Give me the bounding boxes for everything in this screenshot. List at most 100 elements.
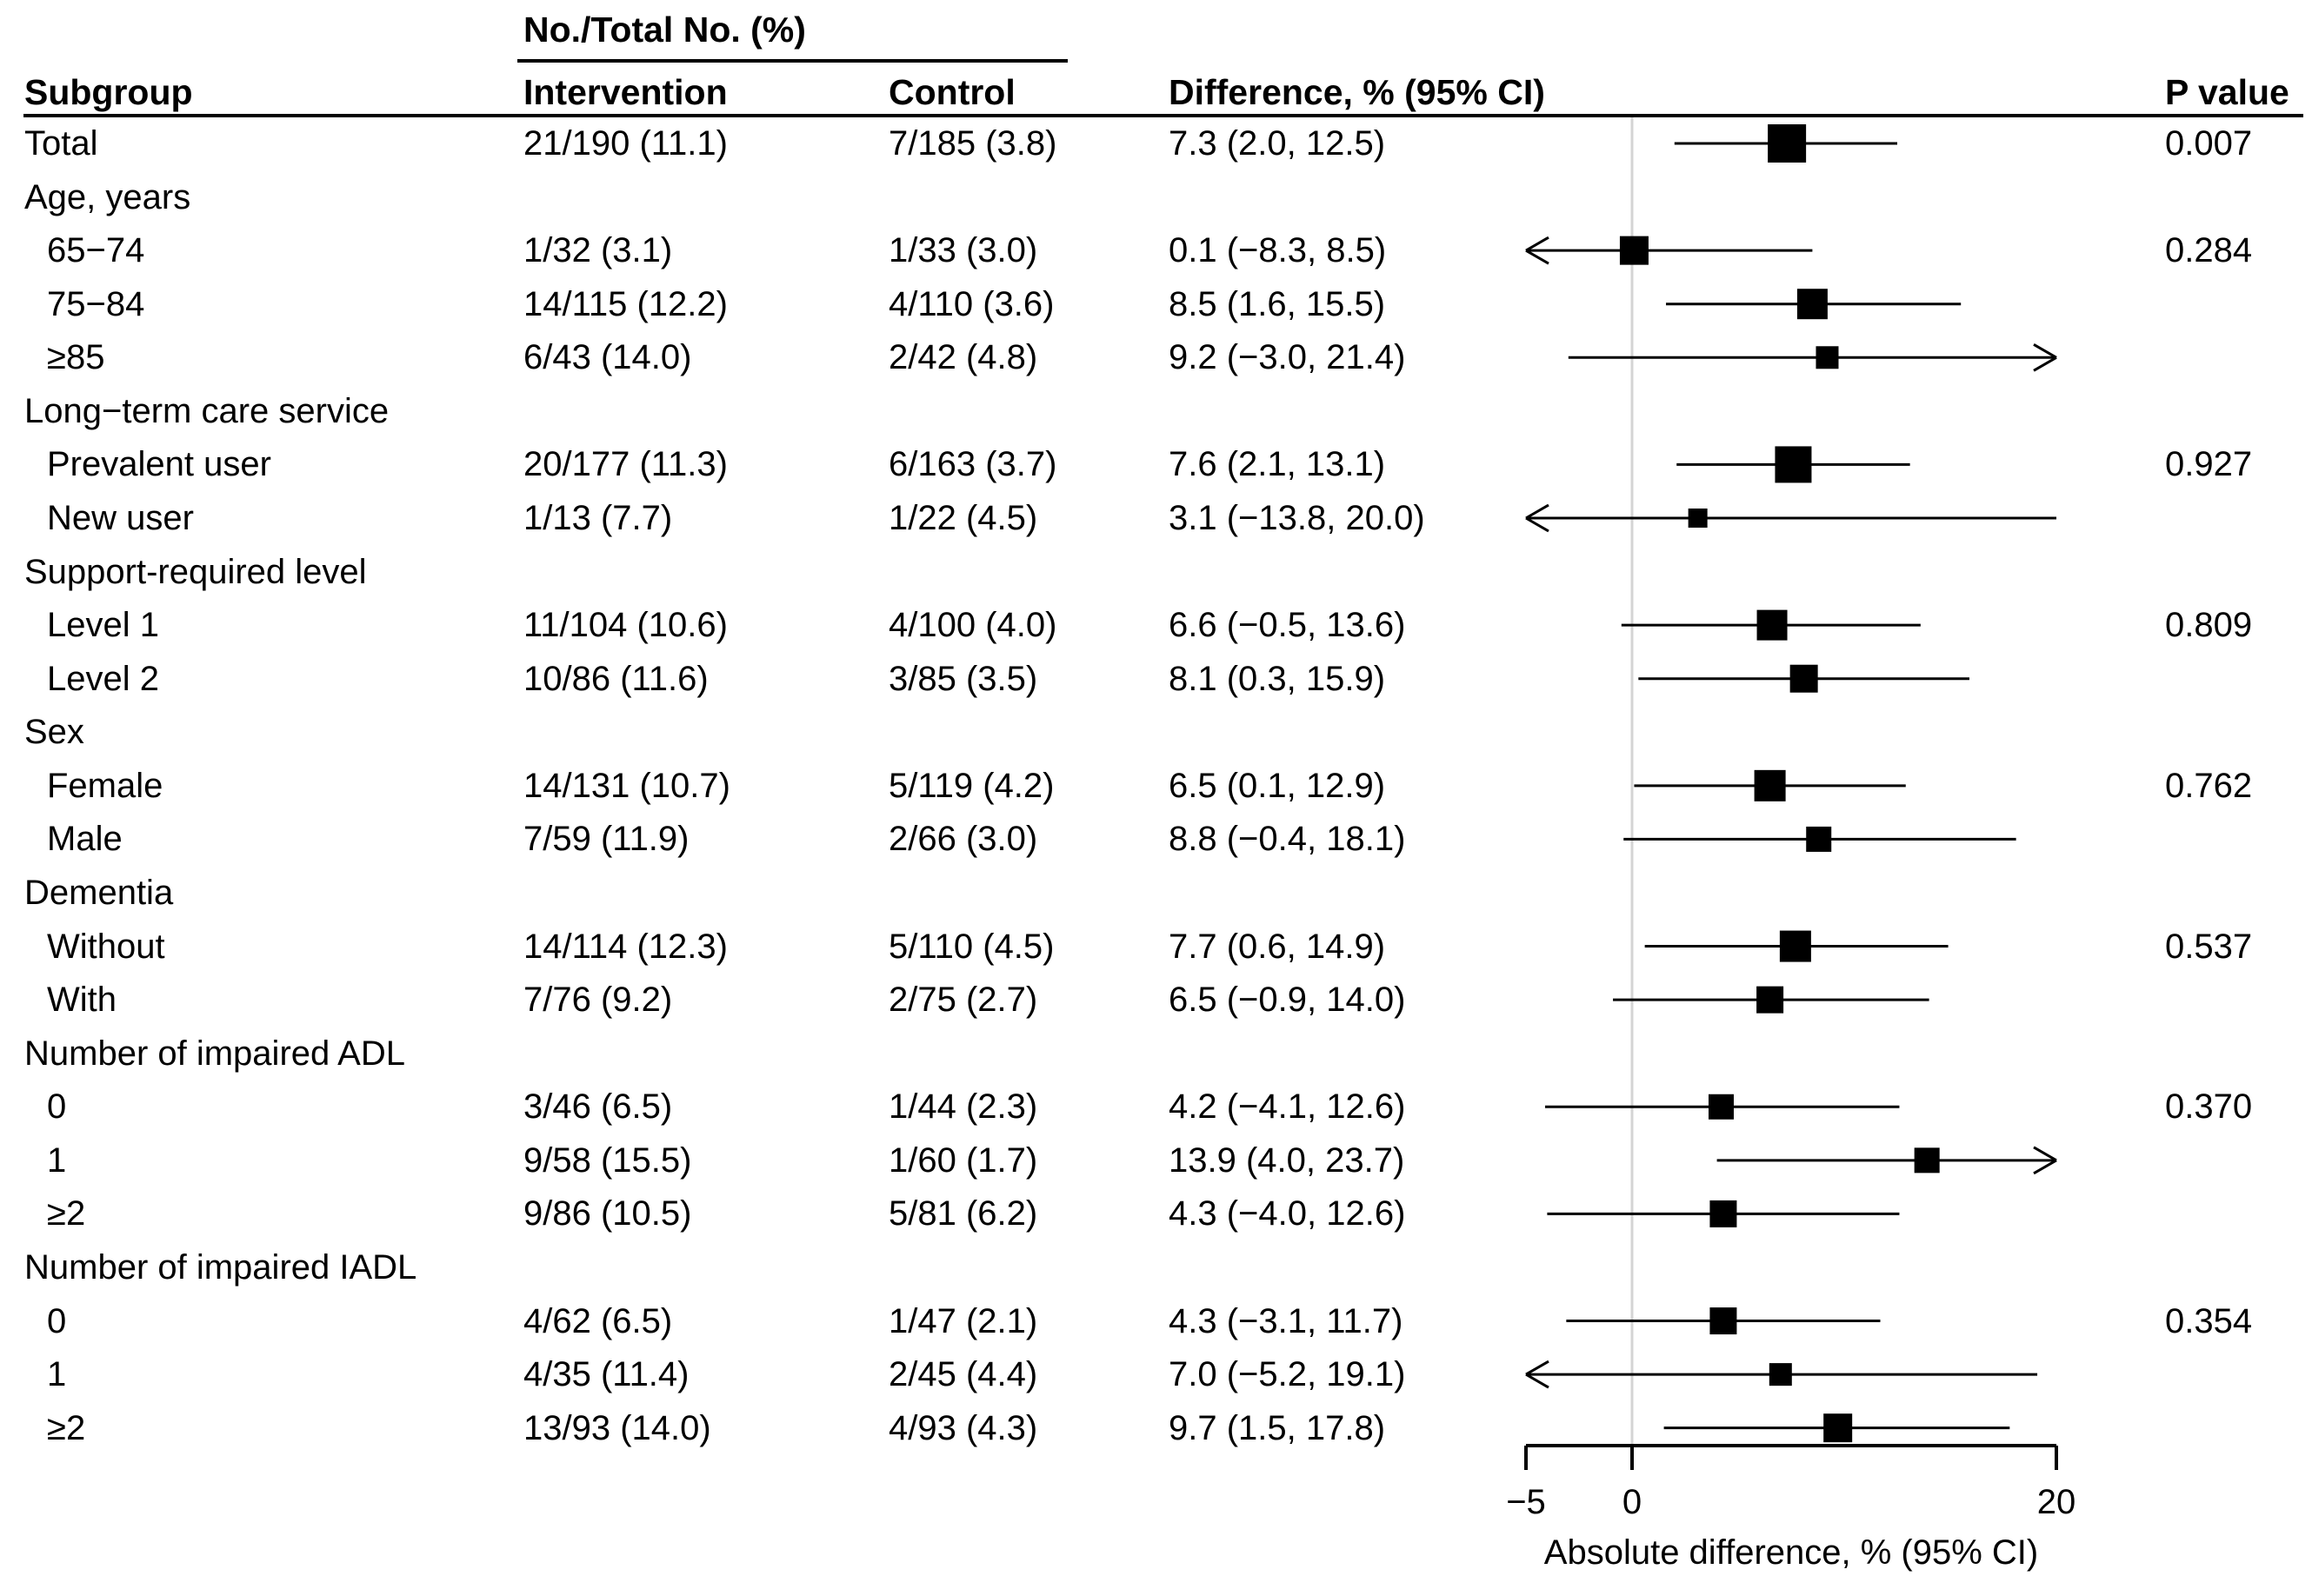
- control-value: 2/45 (4.4): [889, 1355, 1038, 1394]
- point-estimate-marker: [1754, 769, 1786, 801]
- point-estimate-marker: [1796, 289, 1828, 320]
- subgroup-label: ≥2: [47, 1194, 86, 1234]
- difference-value: 4.2 (−4.1, 12.6): [1169, 1087, 1406, 1127]
- difference-value: 4.3 (−3.1, 11.7): [1169, 1301, 1403, 1340]
- difference-value: 7.0 (−5.2, 19.1): [1169, 1355, 1406, 1394]
- control-value: 5/110 (4.5): [889, 927, 1055, 966]
- point-estimate-marker: [1768, 124, 1807, 163]
- difference-value: 13.9 (4.0, 23.7): [1169, 1140, 1405, 1180]
- difference-value: 7.7 (0.6, 14.9): [1169, 927, 1386, 966]
- control-value: 4/93 (4.3): [889, 1408, 1038, 1447]
- subgroup-label: Without: [47, 927, 165, 966]
- subgroup-label: ≥85: [47, 338, 105, 377]
- point-estimate-marker: [1806, 826, 1832, 852]
- intervention-value: 7/76 (9.2): [523, 981, 673, 1020]
- point-estimate-marker: [1769, 1363, 1792, 1387]
- subgroup-label: With: [47, 981, 117, 1020]
- point-estimate-marker: [1775, 446, 1812, 483]
- point-estimate-marker: [1756, 609, 1788, 641]
- control-value: 1/33 (3.0): [889, 231, 1038, 270]
- control-value: 5/119 (4.2): [889, 766, 1055, 805]
- intervention-value: 14/131 (10.7): [523, 766, 730, 805]
- x-axis-tick-label: −5: [1506, 1483, 1546, 1521]
- ci-clip-arrow-left: [1525, 236, 1549, 265]
- subgroup-label: Female: [47, 766, 163, 805]
- intervention-value: 1/32 (3.1): [523, 231, 673, 270]
- subgroup-category-label: Dementia: [24, 873, 174, 912]
- column-header-difference: Difference, % (95% CI): [1169, 72, 1545, 112]
- point-estimate-marker: [1914, 1147, 1940, 1174]
- difference-value: 6.5 (−0.9, 14.0): [1169, 981, 1406, 1020]
- column-group-header: No./Total No. (%): [523, 10, 806, 50]
- difference-value: 3.1 (−13.8, 20.0): [1169, 498, 1425, 537]
- control-value: 5/81 (6.2): [889, 1194, 1038, 1234]
- subgroup-label: Level 1: [47, 606, 159, 645]
- difference-value: 0.1 (−8.3, 8.5): [1169, 231, 1387, 270]
- intervention-value: 13/93 (14.0): [523, 1408, 711, 1447]
- subgroup-label: Prevalent user: [47, 445, 271, 484]
- point-estimate-marker: [1709, 1307, 1737, 1335]
- control-value: 2/66 (3.0): [889, 820, 1038, 859]
- difference-value: 7.3 (2.0, 12.5): [1169, 124, 1386, 163]
- subgroup-label: 1: [47, 1140, 67, 1180]
- difference-value: 8.1 (0.3, 15.9): [1169, 659, 1386, 698]
- difference-value: 4.3 (−4.0, 12.6): [1169, 1194, 1406, 1234]
- control-value: 1/44 (2.3): [889, 1087, 1038, 1127]
- intervention-value: 3/46 (6.5): [523, 1087, 673, 1127]
- control-value: 1/47 (2.1): [889, 1301, 1038, 1340]
- p-value: 0.354: [2165, 1301, 2253, 1340]
- intervention-value: 21/190 (11.1): [523, 124, 728, 163]
- control-value: 6/163 (3.7): [889, 445, 1057, 484]
- difference-value: 6.5 (0.1, 12.9): [1169, 766, 1386, 805]
- subgroup-label: 0: [47, 1087, 67, 1127]
- intervention-value: 1/13 (7.7): [523, 498, 673, 537]
- p-value: 0.809: [2165, 606, 2253, 645]
- subgroup-category-label: Number of impaired IADL: [24, 1247, 417, 1287]
- intervention-value: 9/58 (15.5): [523, 1140, 692, 1180]
- p-value: 0.762: [2165, 766, 2253, 805]
- subgroup-label: 75−84: [47, 284, 145, 323]
- subgroup-label: Level 2: [47, 659, 159, 698]
- difference-value: 7.6 (2.1, 13.1): [1169, 445, 1386, 484]
- column-header-intervention: Intervention: [523, 72, 728, 112]
- group-header-underline: [517, 59, 1068, 63]
- p-value: 0.370: [2165, 1087, 2253, 1127]
- point-estimate-marker: [1816, 346, 1839, 369]
- intervention-value: 9/86 (10.5): [523, 1194, 692, 1234]
- ci-clip-arrow-right: [2033, 1146, 2057, 1175]
- subgroup-category-label: Age, years: [24, 177, 191, 216]
- column-header-control: Control: [889, 72, 1016, 112]
- intervention-value: 6/43 (14.0): [523, 338, 692, 377]
- control-value: 7/185 (3.8): [889, 124, 1057, 163]
- subgroup-category-label: Long−term care service: [24, 391, 390, 430]
- point-estimate-marker: [1688, 508, 1708, 528]
- intervention-value: 11/104 (10.6): [523, 606, 728, 645]
- intervention-value: 7/59 (11.9): [523, 820, 690, 859]
- control-value: 2/75 (2.7): [889, 981, 1038, 1020]
- point-estimate-marker: [1619, 236, 1649, 265]
- point-estimate-marker: [1823, 1413, 1853, 1443]
- control-value: 4/100 (4.0): [889, 606, 1057, 645]
- intervention-value: 14/115 (12.2): [523, 284, 728, 323]
- difference-value: 9.2 (−3.0, 21.4): [1169, 338, 1406, 377]
- column-header-subgroup: Subgroup: [24, 72, 193, 112]
- p-value: 0.927: [2165, 445, 2253, 484]
- subgroup-label: ≥2: [47, 1408, 86, 1447]
- subgroup-category-label: Support-required level: [24, 552, 367, 591]
- point-estimate-marker: [1709, 1200, 1737, 1227]
- control-value: 2/42 (4.8): [889, 338, 1038, 377]
- subgroup-category-label: Number of impaired ADL: [24, 1034, 405, 1073]
- point-estimate-marker: [1779, 930, 1811, 962]
- intervention-value: 10/86 (11.6): [523, 659, 709, 698]
- ci-clip-arrow-left: [1525, 503, 1549, 533]
- subgroup-label: 0: [47, 1301, 67, 1340]
- x-axis-title: Absolute difference, % (95% CI): [1543, 1533, 2039, 1572]
- header-rule: [23, 114, 2303, 117]
- p-value: 0.284: [2165, 231, 2253, 270]
- column-header-pvalue: P value: [2165, 72, 2289, 112]
- subgroup-label: 1: [47, 1355, 67, 1394]
- ci-clip-arrow-left: [1525, 1360, 1549, 1389]
- control-value: 1/22 (4.5): [889, 498, 1038, 537]
